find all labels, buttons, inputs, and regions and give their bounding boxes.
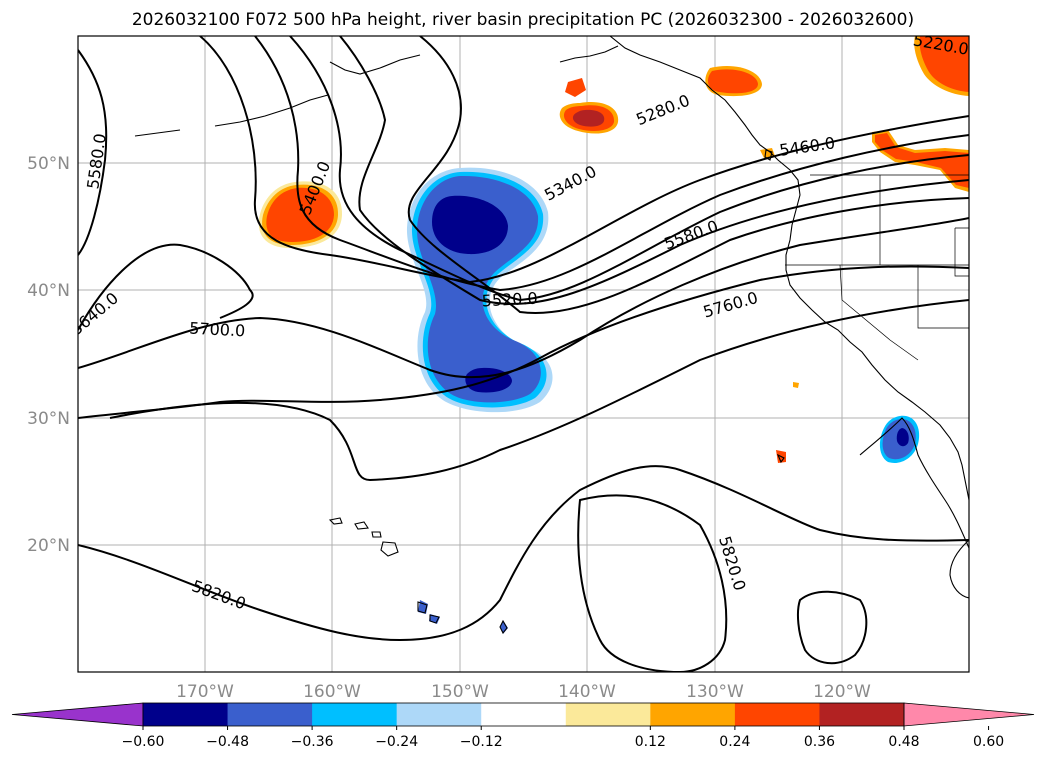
lon-axis: 170°W 160°W 150°W 140°W 130°W 120°W [176,682,871,702]
colorbar-frame [142,702,905,727]
colorbar-swatch [312,703,398,726]
colorbar-extend-high [903,702,1035,727]
colorbar [11,702,1035,727]
map-area: 5220.0 5280.0 5340.0 5400.0 5460.0 5520.… [78,36,969,672]
colorbar-swatch [565,703,651,726]
colorbar-tick-label: −0.24 [375,734,418,750]
lat-label: 20°N [27,536,70,556]
lat-axis: 50°N 40°N 30°N 20°N [27,154,70,556]
colorbar-tick-label: 0.12 [635,734,666,750]
plot-title: 2026032100 F072 500 hPa height, river ba… [132,10,914,30]
colorbar-tick-label: 0.36 [804,734,835,750]
lat-label: 30°N [27,409,70,429]
colorbar-swatch [396,703,482,726]
lon-label: 170°W [176,682,234,702]
lon-label: 130°W [686,682,744,702]
lon-label: 160°W [303,682,361,702]
colorbar-tick-label: −0.12 [460,734,503,750]
lon-label: 140°W [558,682,616,702]
lat-label: 40°N [27,281,70,301]
colorbar-tick-label: 0.24 [719,734,750,750]
height-contours [78,36,969,672]
negative-precip-shading [407,167,920,634]
colorbar-tick-label: −0.36 [291,734,334,750]
map-frame [77,35,970,673]
lat-label: 50°N [27,154,70,174]
colorbar-swatch [227,703,313,726]
colorbar-swatch [650,703,736,726]
lon-label: 120°W [813,682,871,702]
colorbar-extend-low [11,702,144,727]
colorbar-swatch [481,703,567,726]
contour-label: 5700.0 [189,319,246,341]
colorbar-swatch [734,703,820,726]
colorbar-tick-label: 0.48 [888,734,919,750]
colorbar-tick-label: −0.60 [122,734,165,750]
colorbar-ticks: −0.60 −0.48 −0.36 −0.24 −0.12 0.12 0.24 0.36 0.4… [122,726,1004,750]
colorbar-tick-label: −0.48 [206,734,249,750]
colorbar-swatch [819,703,905,726]
lon-label: 150°W [431,682,489,702]
contour-label: 5520.0 [481,289,538,311]
colorbar-swatch [143,703,229,726]
colorbar-tick-label: 0.60 [973,734,1004,750]
